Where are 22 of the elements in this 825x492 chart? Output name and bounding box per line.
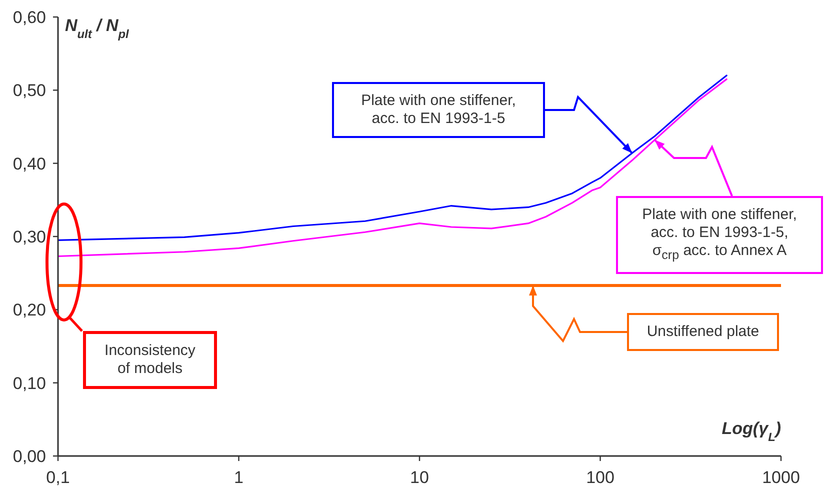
callout-box: Unstiffened plate <box>627 313 779 351</box>
x-tick-label: 10 <box>410 468 429 488</box>
y-tick-label: 0,30 <box>12 228 46 247</box>
x-tick-label: 0,1 <box>46 468 70 488</box>
annotation: Unstiffened plate <box>646 323 760 341</box>
y-tick-label: 0,50 <box>12 81 46 100</box>
y-tick-label: 0,00 <box>12 447 46 466</box>
annotation: Inconsistency of models <box>104 342 196 378</box>
x-tick-label: 1 <box>234 468 244 488</box>
y-tick-label: 0,10 <box>12 374 46 393</box>
x-tick-label: 100 <box>586 468 614 488</box>
x-axis-title: Log(γ$_{L}$) <box>722 419 782 444</box>
annotation: Plate with one stiffener, acc. to EN 1993-1-5 <box>360 92 517 128</box>
y-axis-title: N$_{ult}$ / N$_{pl}$ <box>65 16 130 41</box>
y-tick-label: 0,60 <box>12 8 46 28</box>
callout-box: Inconsistency of models <box>83 331 217 389</box>
annotation: Plate with one stiffener, acc. to EN 1993-1-5, σ$_{crp}$ acc. to Annex A <box>641 206 798 264</box>
callout-box: Plate with one stiffener, acc. to EN 1993-1-5 <box>332 82 545 138</box>
callout-box: Plate with one stiffener, acc. to EN 1993-1-5, σ$_{crp}$ acc. to Annex A <box>616 196 823 274</box>
y-tick-label: 0,40 <box>12 154 46 174</box>
x-tick-label: 1000 <box>762 468 800 488</box>
y-tick-label: 0,20 <box>12 300 46 320</box>
